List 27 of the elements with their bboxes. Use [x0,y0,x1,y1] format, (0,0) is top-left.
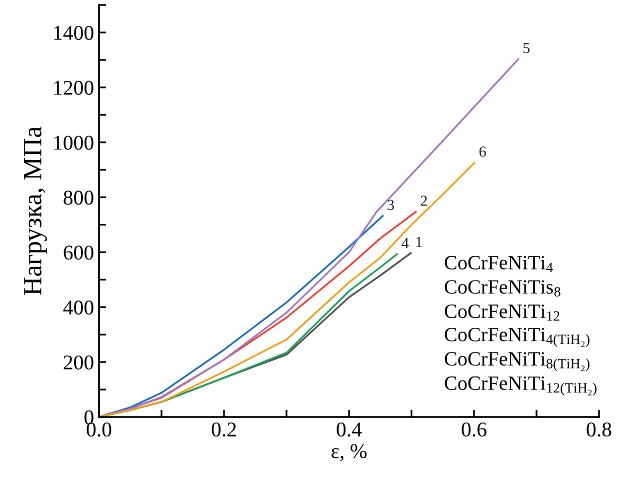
y-tick-label: 1400 [54,26,94,40]
series-label: 3 [388,200,394,210]
series-label: 4 [402,238,409,248]
y-tick-label: 0 [84,410,94,424]
annotation: CoCrFeNiTi$_{4}$ [444,256,553,272]
series-label: 1 [416,236,422,247]
series-label: 5 [523,43,530,54]
annotation: CoCrFeNiTi$_{12(TiH₂)}$ [444,376,596,396]
x-tick-label: 0.2 [212,422,236,437]
y-tick-label: 1200 [54,80,94,95]
annotation: CoCrFeNiTi$_{8(TiH₂)}$ [444,352,590,372]
y-tick-label: 400 [63,300,94,315]
x-tick-label: 0.4 [336,422,362,437]
series-label: 2 [420,196,427,206]
annotation: CoCrFeNiTi$_{12}$ [444,304,560,321]
y-tick-label: 800 [64,190,94,205]
y-tick-label: 600 [64,246,94,260]
annotation: CoCrFeNiTi$_{4(TiH₂)}$ [444,328,590,347]
y-axis-title: Нагрузка, МПа [24,126,47,296]
annotation: CoCrFeNiTis$_{8}$ [444,280,560,296]
x-tick-label: 0.6 [462,422,486,437]
x-axis-title: ε, % [332,444,367,462]
y-tick-label: 1000 [54,136,94,150]
x-tick-label: 0.8 [586,422,612,437]
x-tick-label: 0.0 [86,422,112,437]
y-tick-label: 200 [64,355,94,370]
series-label: 6 [479,146,486,157]
